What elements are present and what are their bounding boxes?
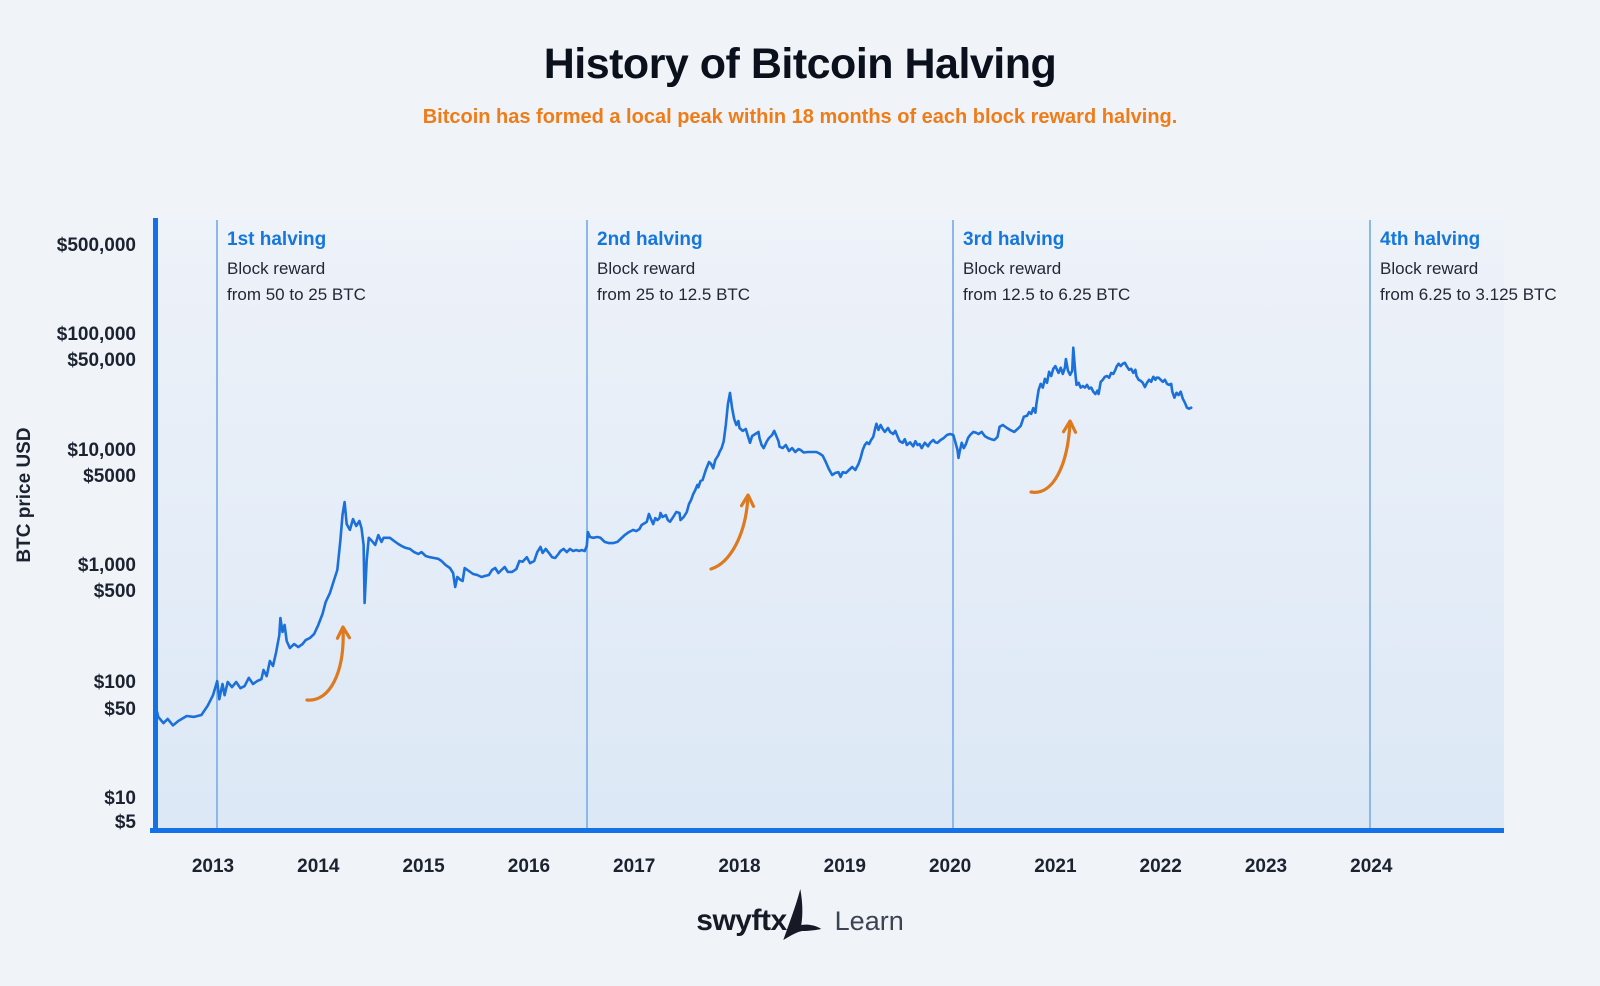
halving-annotation-title: 2nd halving (597, 229, 703, 250)
y-tick-label: $50 (104, 699, 136, 720)
price-line (155, 346, 1193, 727)
y-tick-label: $10 (104, 788, 136, 809)
halving-annotation-title: 3rd halving (963, 229, 1065, 250)
y-tick-label: $500 (93, 581, 136, 602)
halving-annotation-line2: from 6.25 to 3.125 BTC (1380, 285, 1557, 304)
y-tick-label: $500,000 (56, 235, 136, 256)
trend-arrow-3 (1029, 419, 1078, 494)
x-tick-label: 2022 (1139, 856, 1182, 877)
x-tick-label: 2015 (402, 856, 445, 877)
halving-annotation-4: 4th halving Block reward from 6.25 to 3.12… (1380, 228, 1600, 308)
x-tick-label: 2014 (297, 856, 340, 877)
halving-annotation-line2: from 25 to 12.5 BTC (597, 285, 751, 304)
swyftx-brand-text: swyftx (696, 904, 787, 937)
y-tick-label: $1,000 (77, 555, 136, 576)
halving-annotation-3: 3rd halving Block reward from 12.5 to 6.25… (963, 228, 1183, 308)
x-tick-label: 2016 (507, 856, 551, 877)
y-tick-label: $100,000 (56, 324, 136, 345)
x-tick-label: 2023 (1244, 856, 1288, 877)
trend-arrow-1 (305, 625, 352, 702)
halving-annotation-title: 4th halving (1380, 229, 1481, 250)
halving-annotation-line1: Block reward (963, 259, 1062, 278)
halving-annotation-2: 2nd halving Block reward from 25 to 12.5 B… (597, 228, 817, 308)
halving-annotation-line2: from 50 to 25 BTC (227, 285, 366, 304)
y-tick-label: $10,000 (67, 440, 136, 461)
x-tick-label: 2019 (823, 856, 866, 877)
x-tick-label: 2024 (1350, 856, 1393, 877)
y-tick-label: $50,000 (67, 350, 136, 371)
x-tick-label: 2018 (718, 856, 761, 877)
halving-annotation-line2: from 12.5 to 6.25 BTC (963, 285, 1131, 304)
x-tick-label: 2013 (191, 856, 235, 877)
y-axis-line (153, 218, 158, 833)
y-tick-label: $5 (114, 812, 136, 833)
y-tick-label: $5000 (83, 466, 136, 487)
halving-annotation-line1: Block reward (1380, 259, 1479, 278)
x-tick-label: 2017 (613, 856, 656, 877)
page-subtitle: Bitcoin has formed a local peak within 1… (422, 106, 1178, 128)
x-tick-label: 2020 (928, 856, 972, 877)
trend-arrow-2 (709, 493, 756, 571)
swift-bird-icon (783, 889, 822, 940)
footer-logo: swyftx Learn (696, 889, 904, 944)
page-title: History of Bitcoin Halving (543, 40, 1057, 88)
halving-annotation-line1: Block reward (597, 259, 696, 278)
halving-annotation-line1: Block reward (227, 259, 326, 278)
y-tick-label: $100 (93, 672, 136, 693)
halving-annotation-1: 1st halving Block reward from 50 to 25 BTC (227, 228, 447, 308)
learn-text: Learn (834, 905, 904, 936)
halving-annotation-title: 1st halving (227, 229, 327, 250)
plot-background (158, 218, 1504, 828)
x-axis-line (150, 828, 1504, 833)
x-tick-label: 2021 (1034, 856, 1077, 877)
